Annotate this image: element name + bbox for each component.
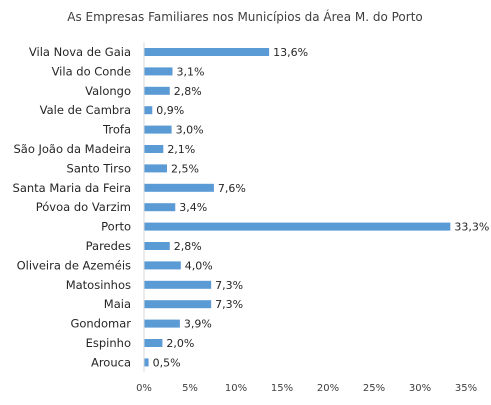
category-label: Porto: [101, 220, 131, 234]
category-label: Póvoa do Varzim: [36, 200, 131, 214]
bar: [144, 106, 153, 115]
x-tick-label: 15%: [271, 383, 293, 394]
category-label: Espinho: [86, 336, 131, 350]
data-label: 3,9%: [184, 318, 212, 331]
bar: [144, 261, 181, 270]
category-label: São João da Madeira: [13, 142, 131, 156]
category-label: Paredes: [86, 239, 131, 253]
bar: [144, 145, 164, 153]
category-label: Maia: [104, 297, 131, 311]
data-label: 7,3%: [215, 279, 243, 292]
category-label: Oliveira de Azeméis: [17, 258, 131, 272]
category-label: Santa Maria da Feira: [13, 181, 131, 195]
bar: [144, 319, 180, 328]
category-label: Arouca: [91, 355, 131, 369]
bar: [144, 164, 167, 173]
data-label: 2,5%: [171, 162, 199, 175]
chart-title: As Empresas Familiares nos Municípios da…: [67, 9, 423, 24]
bar: [144, 300, 212, 309]
category-label: Matosinhos: [66, 278, 131, 292]
category-label: Santo Tirso: [67, 161, 131, 175]
bar: [144, 339, 163, 347]
bar: [144, 222, 451, 231]
x-tick-label: 10%: [225, 383, 247, 394]
category-label: Valongo: [85, 84, 131, 98]
x-tick-label: 30%: [409, 383, 431, 394]
x-tick-label: 35%: [455, 383, 477, 394]
category-label: Trofa: [102, 123, 131, 137]
category-label: Vale de Cambra: [40, 103, 131, 117]
data-label: 2,0%: [166, 337, 194, 350]
data-label: 2,1%: [167, 143, 195, 156]
data-label: 33,3%: [454, 221, 489, 234]
data-label: 7,6%: [218, 182, 246, 195]
bar: [144, 125, 172, 134]
x-tick-label: 5%: [182, 383, 198, 394]
bar: [144, 242, 170, 250]
bar: [144, 48, 270, 56]
data-label: 2,8%: [174, 240, 202, 253]
x-tick-label: 20%: [317, 383, 339, 394]
data-label: 0,5%: [153, 356, 181, 369]
bar: [144, 203, 176, 212]
data-label: 4,0%: [185, 259, 213, 272]
bar: [144, 280, 212, 289]
bar: [144, 67, 173, 76]
data-label: 7,3%: [215, 298, 243, 311]
data-label: 2,8%: [174, 85, 202, 98]
data-label: 3,1%: [177, 65, 205, 78]
category-label: Vila Nova de Gaia: [29, 45, 131, 59]
category-label: Gondomar: [70, 317, 131, 331]
plot-area: Vila Nova de Gaia 13,6% Vila do Conde 3,1% V…: [13, 42, 489, 394]
data-label: 3,4%: [179, 201, 207, 214]
bar: [144, 358, 149, 367]
category-label: Vila do Conde: [52, 64, 131, 78]
data-label: 3,0%: [176, 124, 204, 137]
bar: [144, 183, 214, 192]
data-label: 13,6%: [273, 46, 308, 59]
data-label: 0,9%: [156, 104, 184, 117]
x-tick-label: 0%: [136, 383, 152, 394]
x-tick-label: 25%: [363, 383, 385, 394]
bar: [144, 86, 170, 95]
